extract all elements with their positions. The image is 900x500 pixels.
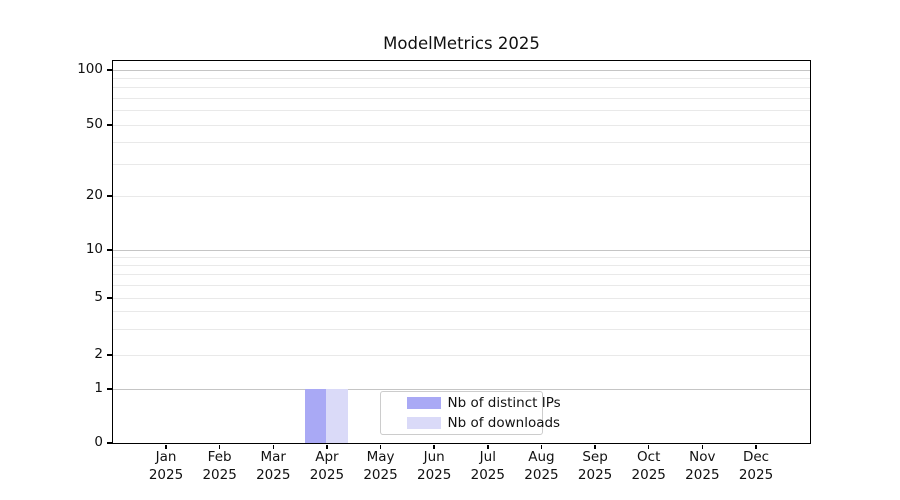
x-tick-year: 2025 bbox=[416, 466, 452, 483]
x-tick-month: Sep bbox=[582, 449, 608, 465]
x-tick-jan bbox=[165, 444, 167, 449]
bar-nb-of-distinct-ips-apr bbox=[304, 388, 327, 443]
y-tick-label-1: 1 bbox=[94, 380, 103, 396]
x-tick-month: Mar bbox=[260, 449, 286, 465]
gridline-minor-7 bbox=[112, 274, 810, 276]
x-tick-nov bbox=[701, 444, 704, 449]
x-tick-month: Jul bbox=[479, 449, 496, 465]
x-tick-year: 2025 bbox=[577, 466, 613, 483]
gridline-minor-60 bbox=[112, 110, 810, 112]
legend-item-0: Nb of distinct IPs bbox=[381, 394, 561, 412]
legend-swatch-0 bbox=[406, 396, 441, 409]
x-tick-month: Jan bbox=[155, 449, 177, 465]
gridline-1 bbox=[112, 388, 810, 390]
x-tick-year: 2025 bbox=[685, 466, 720, 483]
y-tick-5 bbox=[107, 297, 112, 299]
plot-area: Nb of distinct IPs Nb of downloads bbox=[111, 59, 811, 444]
x-tick-label-feb: Feb 2025 bbox=[188, 449, 252, 484]
y-tick-label-20: 20 bbox=[85, 187, 103, 203]
x-tick-month: Aug bbox=[528, 449, 555, 465]
y-tick-100 bbox=[107, 69, 112, 71]
x-tick-month: Oct bbox=[637, 449, 661, 465]
x-tick-year: 2025 bbox=[202, 466, 237, 483]
legend: Nb of distinct IPs Nb of downloads bbox=[379, 390, 561, 435]
y-tick-2 bbox=[107, 354, 112, 356]
gridline-100 bbox=[112, 69, 810, 71]
legend-swatch-1 bbox=[406, 416, 441, 429]
gridline-minor-40 bbox=[112, 141, 810, 143]
y-tick-label-2: 2 bbox=[94, 346, 103, 362]
y-tick-0 bbox=[107, 442, 112, 444]
x-tick-jun bbox=[433, 444, 435, 449]
x-tick-label-jul: Jul 2025 bbox=[456, 449, 520, 484]
y-tick-20 bbox=[107, 195, 112, 197]
y-tick-1 bbox=[107, 388, 112, 390]
gridline-minor-30 bbox=[112, 164, 810, 166]
y-tick-label-5: 5 bbox=[94, 289, 103, 305]
gridline-minor-70 bbox=[112, 97, 810, 99]
gridline-10 bbox=[112, 249, 810, 251]
gridline-minor-4 bbox=[112, 311, 810, 313]
x-tick-label-dec: Dec 2025 bbox=[724, 449, 788, 484]
x-tick-feb bbox=[218, 444, 221, 449]
x-tick-apr bbox=[326, 444, 328, 449]
legend-item-1: Nb of downloads bbox=[381, 414, 560, 432]
y-tick-label-10: 10 bbox=[85, 241, 103, 257]
x-tick-year: 2025 bbox=[470, 466, 505, 483]
x-tick-label-mar: Mar 2025 bbox=[241, 449, 305, 484]
x-tick-label-jun: Jun 2025 bbox=[402, 449, 466, 484]
x-tick-label-may: May 2025 bbox=[349, 449, 413, 484]
x-tick-month: Feb bbox=[207, 449, 232, 465]
y-tick-label-100: 100 bbox=[77, 61, 103, 77]
gridline-minor-3 bbox=[112, 329, 810, 331]
x-tick-month: Nov bbox=[689, 449, 716, 465]
x-tick-year: 2025 bbox=[309, 466, 345, 483]
x-tick-label-jan: Jan 2025 bbox=[134, 449, 198, 484]
y-tick-50 bbox=[107, 124, 112, 126]
x-tick-label-apr: Apr 2025 bbox=[295, 449, 359, 484]
x-tick-sep bbox=[594, 444, 596, 449]
bar-nb-of-downloads-apr bbox=[326, 388, 348, 443]
gridline-minor-80 bbox=[112, 87, 810, 89]
x-tick-jul bbox=[487, 444, 489, 449]
y-tick-label-0: 0 bbox=[94, 434, 103, 450]
x-tick-year: 2025 bbox=[524, 466, 559, 483]
x-tick-year: 2025 bbox=[363, 466, 398, 483]
x-tick-may bbox=[379, 444, 382, 449]
x-tick-year: 2025 bbox=[738, 466, 774, 483]
gridline-20 bbox=[112, 195, 810, 197]
x-tick-month: May bbox=[366, 449, 395, 465]
x-tick-year: 2025 bbox=[631, 466, 666, 483]
gridline-5 bbox=[112, 297, 810, 299]
x-tick-month: Jun bbox=[423, 449, 445, 465]
x-tick-label-aug: Aug 2025 bbox=[509, 449, 573, 484]
gridline-50 bbox=[112, 124, 810, 126]
x-tick-mar bbox=[272, 444, 274, 449]
legend-label-0: Nb of distinct IPs bbox=[447, 394, 561, 411]
y-tick-label-50: 50 bbox=[85, 116, 103, 132]
x-tick-aug bbox=[540, 444, 543, 449]
x-tick-label-sep: Sep 2025 bbox=[563, 449, 627, 484]
x-tick-dec bbox=[755, 444, 757, 449]
x-tick-label-oct: Oct 2025 bbox=[617, 449, 681, 484]
y-tick-10 bbox=[107, 249, 112, 251]
gridline-minor-9 bbox=[112, 256, 810, 258]
x-tick-oct bbox=[648, 444, 650, 449]
gridline-minor-90 bbox=[112, 77, 810, 79]
x-tick-month: Dec bbox=[742, 449, 770, 465]
x-tick-year: 2025 bbox=[148, 466, 184, 483]
gridline-minor-8 bbox=[112, 264, 810, 266]
x-tick-label-nov: Nov 2025 bbox=[670, 449, 734, 484]
gridline-2 bbox=[112, 354, 810, 356]
gridline-minor-6 bbox=[112, 284, 810, 286]
x-tick-month: Apr bbox=[315, 449, 339, 465]
legend-label-1: Nb of downloads bbox=[447, 414, 561, 431]
x-tick-year: 2025 bbox=[256, 466, 291, 483]
chart-title: ModelMetrics 2025 bbox=[383, 34, 540, 53]
